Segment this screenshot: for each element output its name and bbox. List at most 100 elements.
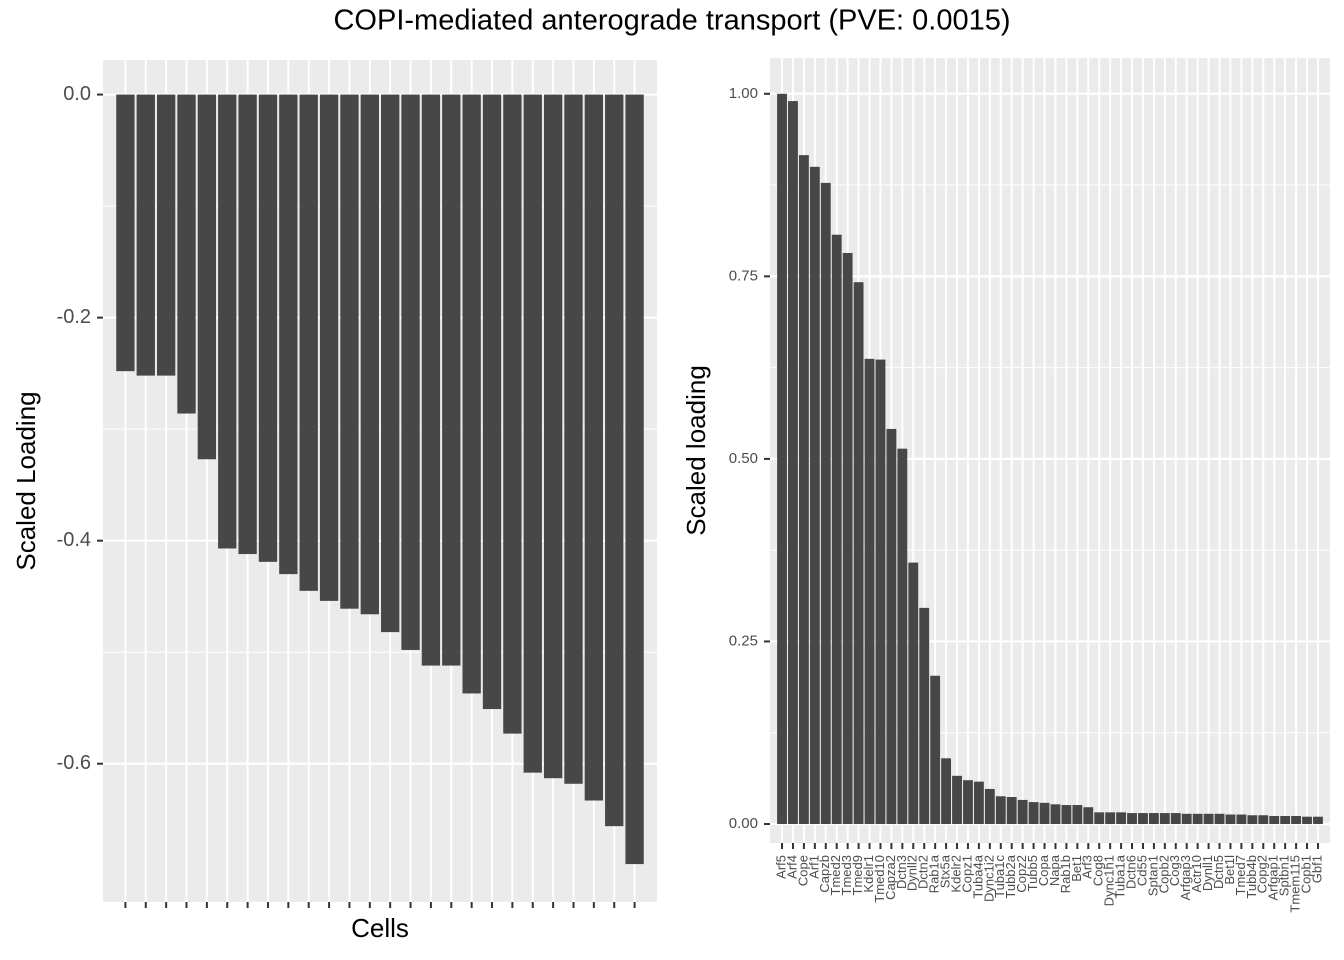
x-tick-label: Copb2 (1156, 855, 1171, 893)
bar (1116, 812, 1127, 825)
y-axis-label: Scaled loading (681, 365, 711, 536)
bar (952, 775, 962, 825)
y-tick-label: 0.00 (729, 815, 758, 832)
bar (482, 94, 502, 710)
x-tick-label: Capza2 (883, 855, 898, 900)
bar (279, 94, 298, 575)
bar (963, 780, 973, 825)
bar (875, 359, 886, 825)
bar (798, 155, 809, 825)
bar (809, 166, 820, 825)
x-tick-label: Copz1 (959, 855, 974, 893)
bar (995, 796, 1006, 825)
bar (1083, 807, 1094, 825)
y-tick-label: 0.75 (729, 267, 758, 284)
bar (1302, 816, 1312, 825)
x-tick-label: Bet1l (1222, 855, 1237, 885)
bar (1028, 802, 1039, 825)
bar (1247, 815, 1258, 825)
bar (1159, 813, 1170, 825)
bar (1072, 805, 1083, 825)
x-tick-label: Arf3 (1080, 855, 1095, 879)
x-tick-label: Tubb4b (1244, 855, 1259, 899)
bar (116, 94, 135, 372)
bar (543, 94, 563, 779)
bar (1214, 813, 1225, 825)
bar (1061, 805, 1072, 825)
bar (1203, 813, 1214, 825)
y-tick-label: 1.00 (729, 85, 758, 102)
x-tick-label: Cog3 (1167, 855, 1182, 886)
x-tick-label: Cog8 (1091, 855, 1106, 886)
x-tick-label: Arfgap1 (1266, 855, 1281, 901)
bar (299, 94, 318, 591)
bar (177, 94, 196, 414)
bar (1313, 816, 1323, 825)
bar (1050, 804, 1061, 825)
y-tick-label: 0.0 (63, 83, 91, 105)
x-tick-label: Tmed10 (872, 855, 887, 903)
x-tick-label: Tubb2a (1003, 854, 1018, 898)
x-tick-label: Dctn6 (1123, 855, 1138, 889)
bar (831, 234, 842, 825)
bar (462, 94, 481, 694)
bar (908, 562, 919, 825)
bar (1017, 799, 1028, 825)
y-axis-label: Scaled Loading (11, 391, 41, 570)
bar (1148, 813, 1159, 825)
bar (973, 781, 984, 825)
bar (197, 94, 217, 460)
bar (864, 358, 875, 825)
x-tick-label: Sptan1 (1145, 855, 1160, 896)
bar (1039, 802, 1050, 825)
x-tick-label: Rab1b (1058, 855, 1073, 893)
x-tick-label: Arf4 (784, 855, 799, 879)
bar (625, 94, 644, 865)
bar (1236, 814, 1247, 825)
x-tick-label: Tuba4a (970, 854, 985, 898)
x-tick-label: Tmed7 (1233, 855, 1248, 895)
bar (503, 94, 522, 734)
bar (1105, 812, 1116, 825)
x-tick-label: Capzb (817, 855, 832, 893)
x-tick-label: Tuba1a (1113, 854, 1128, 898)
bar (442, 94, 461, 666)
x-tick-label: Tuba1c (992, 855, 1007, 898)
y-tick-label: 0.25 (729, 632, 758, 649)
bar (1094, 812, 1105, 825)
bar (401, 94, 420, 650)
bar (523, 94, 542, 773)
bar (919, 607, 930, 825)
bar (136, 94, 155, 376)
x-tick-label: Tmed9 (850, 855, 865, 895)
bar (1225, 814, 1236, 825)
x-tick-label: Dctn5 (1211, 855, 1226, 889)
x-tick-label: Tmed3 (839, 855, 854, 895)
bar (1258, 815, 1269, 825)
x-tick-label: Arf5 (773, 855, 788, 879)
x-tick-label: Dynll1 (1200, 855, 1215, 891)
x-tick-label: Rab1a (927, 854, 942, 893)
bar (930, 675, 941, 825)
bar (340, 94, 359, 609)
x-tick-label: Bet1 (1069, 855, 1084, 882)
bar (319, 94, 339, 601)
bar (984, 788, 995, 825)
y-tick-label: -0.2 (57, 306, 91, 328)
bar (421, 94, 441, 666)
bar (584, 94, 604, 801)
figure-title: COPI-mediated anterograde transport (PVE… (333, 5, 1010, 37)
bar (1181, 813, 1192, 825)
x-tick-label: Copb1 (1298, 855, 1313, 893)
x-tick-label: Tubb5 (1025, 855, 1040, 891)
bar (820, 182, 831, 825)
bar (1269, 815, 1280, 825)
bar (218, 94, 237, 549)
x-tick-label: Dync1i2 (981, 855, 996, 902)
bar (788, 101, 798, 825)
x-tick-label: Dctn3 (894, 855, 909, 889)
bar (886, 428, 897, 825)
x-tick-label: Stx5a (938, 854, 953, 888)
x-tick-label: Dynll2 (905, 855, 920, 891)
bar (564, 94, 583, 784)
